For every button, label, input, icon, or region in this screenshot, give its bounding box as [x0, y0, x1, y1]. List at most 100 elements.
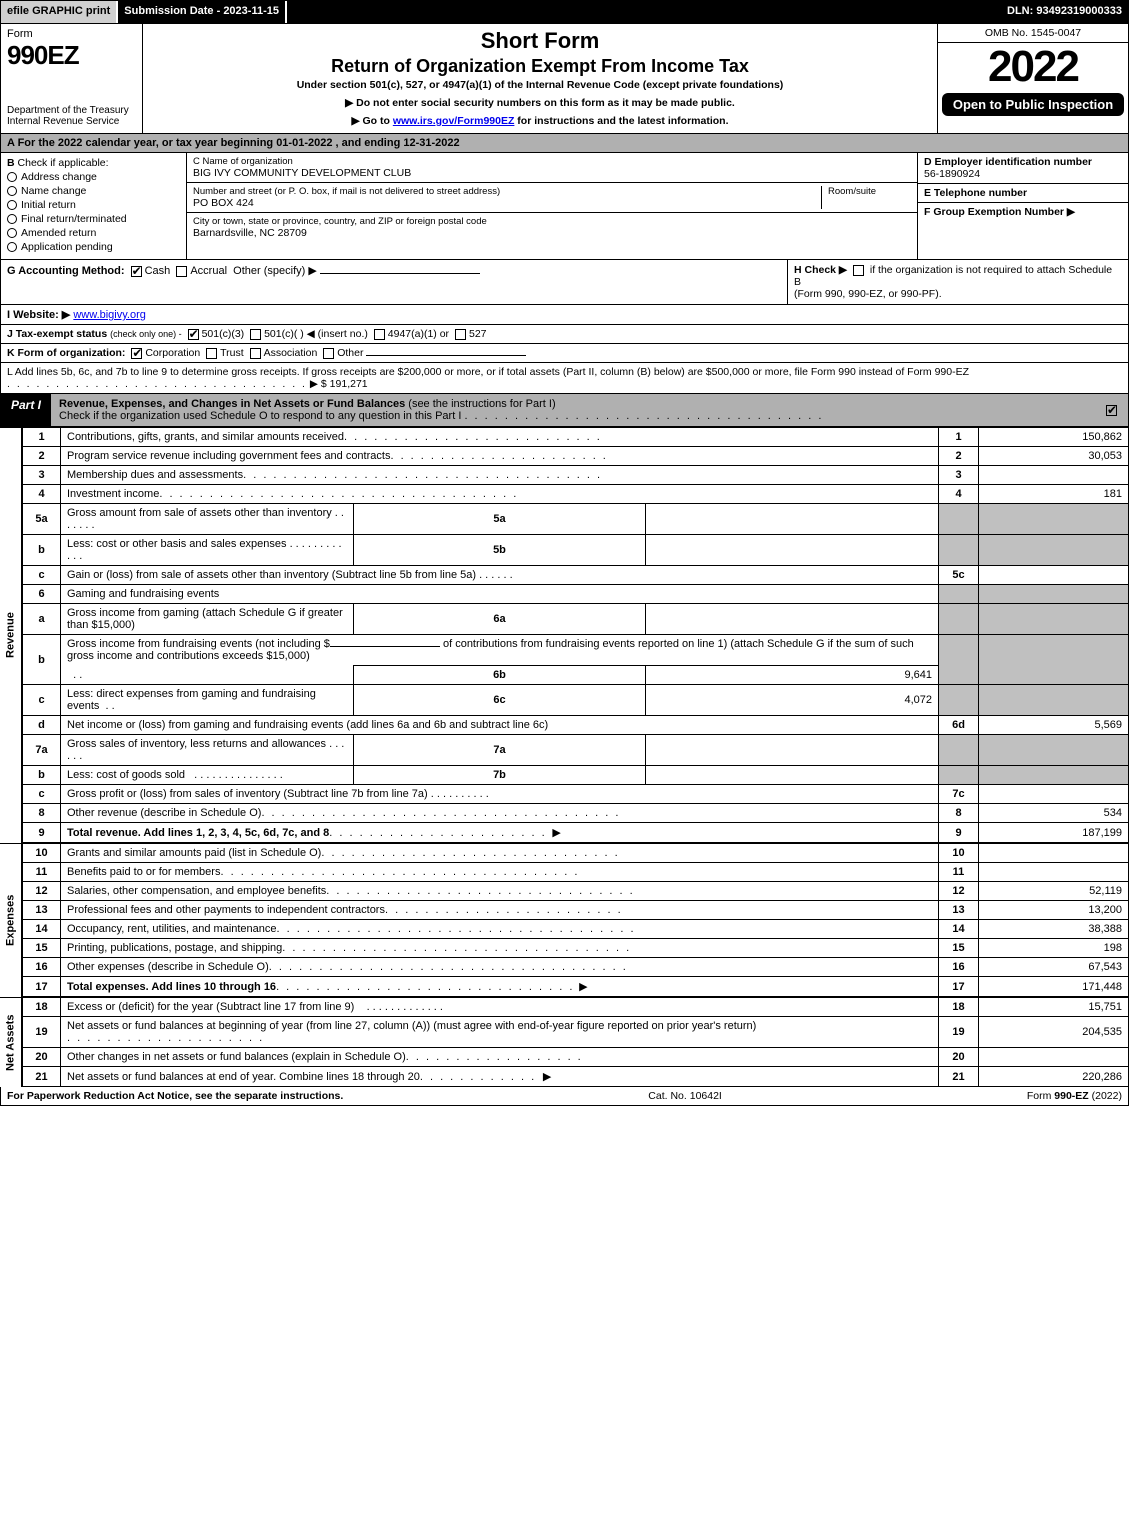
row-I-website: I Website: ▶ www.bigivy.org	[0, 305, 1129, 325]
line-3: 3Membership dues and assessments3	[23, 466, 1129, 485]
org-info-block: B Check if applicable: Address change Na…	[0, 153, 1129, 260]
G-label: G Accounting Method:	[7, 265, 125, 277]
L-text: L Add lines 5b, 6c, and 7b to line 9 to …	[7, 366, 969, 378]
expenses-section: Expenses 10Grants and similar amounts pa…	[0, 843, 1129, 997]
row-GH: G Accounting Method: Cash Accrual Other …	[0, 260, 1129, 305]
line-7c: cGross profit or (loss) from sales of in…	[23, 785, 1129, 804]
part-I-tag: Part I	[1, 394, 51, 426]
line-5a: 5aGross amount from sale of assets other…	[23, 504, 1129, 535]
line-21: 21Net assets or fund balances at end of …	[23, 1067, 1129, 1087]
chk-527[interactable]	[455, 329, 466, 340]
netassets-section: Net Assets 18Excess or (deficit) for the…	[0, 997, 1129, 1087]
J-501c3: 501(c)(3)	[202, 328, 245, 340]
part-I-header: Part I Revenue, Expenses, and Changes in…	[0, 394, 1129, 427]
line-10: 10Grants and similar amounts paid (list …	[23, 844, 1129, 863]
B-lead: B	[7, 157, 15, 169]
col-DEF: D Employer identification number 56-1890…	[918, 153, 1128, 259]
line-12: 12Salaries, other compensation, and empl…	[23, 882, 1129, 901]
line-6b: bGross income from fundraising events (n…	[23, 635, 1129, 666]
G-accounting: G Accounting Method: Cash Accrual Other …	[1, 260, 788, 304]
line-7a: 7aGross sales of inventory, less returns…	[23, 735, 1129, 766]
G-other: Other (specify) ▶	[233, 265, 317, 277]
chk-application-pending[interactable]: Application pending	[7, 241, 180, 253]
row-J-tax-exempt: J Tax-exempt status (check only one) - 5…	[0, 325, 1129, 344]
L-amount: $ 191,271	[321, 378, 368, 390]
chk-501c[interactable]	[250, 329, 261, 340]
line-9: 9Total revenue. Add lines 1, 2, 3, 4, 5c…	[23, 823, 1129, 843]
F-label: F Group Exemption Number ▶	[924, 206, 1122, 218]
line-6d: dNet income or (loss) from gaming and fu…	[23, 716, 1129, 735]
C-city-label: City or town, state or province, country…	[193, 216, 911, 227]
section-subtitle: Under section 501(c), 527, or 4947(a)(1)…	[151, 79, 929, 91]
chk-cash[interactable]	[131, 266, 142, 277]
chk-501c3[interactable]	[188, 329, 199, 340]
line-2: 2Program service revenue including gover…	[23, 447, 1129, 466]
chk-trust[interactable]	[206, 348, 217, 359]
submission-date: Submission Date - 2023-11-15	[118, 1, 287, 23]
omb-number: OMB No. 1545-0047	[938, 24, 1128, 43]
part-I-title: Revenue, Expenses, and Changes in Net As…	[59, 398, 405, 410]
chk-final-return[interactable]: Final return/terminated	[7, 213, 180, 225]
goto-pre: ▶ Go to	[352, 115, 393, 127]
K-corporation: Corporation	[145, 347, 200, 359]
form-number: 990EZ	[7, 40, 136, 71]
ein-value: 56-1890924	[924, 168, 1122, 180]
line-20: 20Other changes in net assets or fund ba…	[23, 1048, 1129, 1067]
chk-amended-return[interactable]: Amended return	[7, 227, 180, 239]
ssn-warning: ▶ Do not enter social security numbers o…	[151, 97, 929, 109]
part-I-note: (see the instructions for Part I)	[408, 398, 555, 410]
chk-address-change[interactable]: Address change	[7, 171, 180, 183]
chk-name-change[interactable]: Name change	[7, 185, 180, 197]
chk-corporation[interactable]	[131, 348, 142, 359]
D-label: D Employer identification number	[924, 156, 1122, 168]
form-word: Form	[7, 28, 136, 40]
expenses-vlabel: Expenses	[0, 843, 22, 997]
line-6: 6Gaming and fundraising events	[23, 585, 1129, 604]
I-label: I Website: ▶	[7, 309, 70, 321]
K-trust: Trust	[220, 347, 244, 359]
chk-accrual[interactable]	[176, 266, 187, 277]
line-1: 1Contributions, gifts, grants, and simil…	[23, 428, 1129, 447]
top-bar: efile GRAPHIC print Submission Date - 20…	[0, 0, 1129, 24]
part-I-schedule-o-chk[interactable]	[1106, 405, 1117, 416]
irs-link[interactable]: www.irs.gov/Form990EZ	[393, 115, 515, 127]
website-link[interactable]: www.bigivy.org	[73, 309, 146, 321]
paperwork-notice: For Paperwork Reduction Act Notice, see …	[7, 1090, 343, 1102]
line-11: 11Benefits paid to or for members11	[23, 863, 1129, 882]
chk-H[interactable]	[853, 265, 864, 276]
part-I-sub: Check if the organization used Schedule …	[59, 410, 461, 422]
line-5c: cGain or (loss) from sale of assets othe…	[23, 566, 1129, 585]
B-title: Check if applicable:	[18, 157, 109, 169]
chk-initial-return[interactable]: Initial return	[7, 199, 180, 211]
short-form-title: Short Form	[151, 28, 929, 54]
line-19: 19Net assets or fund balances at beginni…	[23, 1017, 1129, 1048]
return-title: Return of Organization Exempt From Incom…	[151, 56, 929, 77]
revenue-vlabel: Revenue	[0, 427, 22, 843]
line-13: 13Professional fees and other payments t…	[23, 901, 1129, 920]
efile-print-link[interactable]: efile GRAPHIC print	[1, 1, 118, 23]
line-15: 15Printing, publications, postage, and s…	[23, 939, 1129, 958]
form-header: Form 990EZ Department of the Treasury In…	[0, 24, 1129, 134]
line-16: 16Other expenses (describe in Schedule O…	[23, 958, 1129, 977]
chk-other[interactable]	[323, 348, 334, 359]
netassets-vlabel: Net Assets	[0, 997, 22, 1087]
line-6a: aGross income from gaming (attach Schedu…	[23, 604, 1129, 635]
row-L-gross-receipts: L Add lines 5b, 6c, and 7b to line 9 to …	[0, 363, 1129, 394]
J-527: 527	[469, 328, 487, 340]
E-label: E Telephone number	[924, 187, 1122, 199]
chk-association[interactable]	[250, 348, 261, 359]
dept-label: Department of the Treasury Internal Reve…	[7, 105, 136, 127]
row-A-calendar-year: A For the 2022 calendar year, or tax yea…	[0, 134, 1129, 153]
tax-year: 2022	[938, 43, 1128, 91]
form-ref: Form 990-EZ (2022)	[1027, 1090, 1122, 1102]
page-footer: For Paperwork Reduction Act Notice, see …	[0, 1087, 1129, 1106]
C-street-label: Number and street (or P. O. box, if mail…	[193, 186, 821, 197]
chk-4947[interactable]	[374, 329, 385, 340]
G-accrual: Accrual	[190, 265, 227, 277]
C-room-label: Room/suite	[828, 186, 911, 197]
open-to-public-badge: Open to Public Inspection	[942, 93, 1124, 116]
K-association: Association	[264, 347, 318, 359]
C-name-label: C Name of organization	[193, 156, 911, 167]
K-label: K Form of organization:	[7, 347, 125, 359]
H-lead: H Check ▶	[794, 264, 847, 276]
